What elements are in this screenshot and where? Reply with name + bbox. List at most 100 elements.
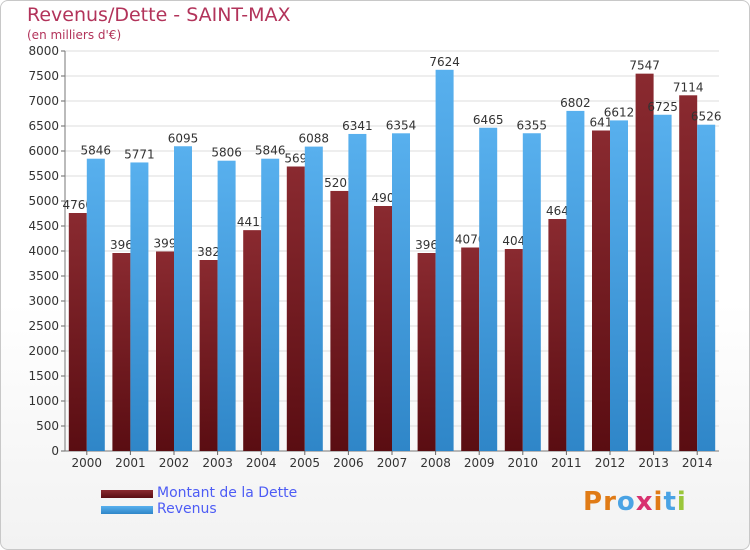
data-label-dette: 396 xyxy=(110,238,133,252)
bar-dette xyxy=(592,130,610,451)
y-tick-label: 6000 xyxy=(28,144,59,158)
bar-dette xyxy=(112,253,131,451)
legend-item-dette: Montant de la Dette xyxy=(101,485,361,501)
logo-letter: t xyxy=(663,487,677,517)
bar-revenus xyxy=(130,162,149,451)
data-label-revenus: 7624 xyxy=(429,55,460,69)
y-tick-label: 2500 xyxy=(28,319,59,333)
x-tick-label: 2010 xyxy=(508,456,539,470)
y-tick-label: 500 xyxy=(36,419,59,433)
data-label-revenus: 6355 xyxy=(517,118,548,132)
bar-revenus xyxy=(86,158,105,451)
bar-revenus xyxy=(304,146,323,451)
legend-swatch-revenus xyxy=(101,506,153,514)
y-tick-label: 4500 xyxy=(28,219,59,233)
data-label-dette: 5201 xyxy=(324,176,355,190)
y-tick-label: 2000 xyxy=(28,344,59,358)
y-tick-label: 1000 xyxy=(28,394,59,408)
y-tick-label: 3000 xyxy=(28,294,59,308)
data-label-dette: 4417 xyxy=(237,215,268,229)
x-tick-label: 2000 xyxy=(72,456,103,470)
bar-revenus xyxy=(174,146,192,451)
logo-letter: o xyxy=(616,487,636,517)
bar-revenus xyxy=(479,127,498,451)
bar-revenus xyxy=(610,120,628,452)
bar-dette xyxy=(330,190,349,451)
data-label-revenus: 5846 xyxy=(81,144,112,158)
data-label-dette: 7114 xyxy=(673,80,704,94)
data-label-revenus: 6802 xyxy=(560,96,591,110)
x-tick-label: 2009 xyxy=(464,456,495,470)
bar-dette xyxy=(243,230,262,451)
x-tick-label: 2011 xyxy=(551,456,582,470)
proxiti-logo: Proxiti xyxy=(583,487,687,517)
bar-revenus xyxy=(261,158,280,451)
bar-dette xyxy=(286,166,305,451)
bar-dette xyxy=(679,95,698,452)
legend-label-revenus: Revenus xyxy=(157,501,217,517)
logo-letter: r xyxy=(603,487,617,517)
data-label-revenus: 6088 xyxy=(299,132,330,146)
y-tick-label: 7000 xyxy=(28,94,59,108)
data-label-revenus: 6341 xyxy=(342,119,373,133)
bar-dette xyxy=(68,213,87,451)
y-tick-label: 0 xyxy=(51,444,59,458)
data-label-revenus: 6612 xyxy=(604,105,635,119)
logo-letter: P xyxy=(583,487,604,517)
bar-dette xyxy=(156,251,174,451)
y-tick-label: 6500 xyxy=(28,119,59,133)
y-tick-label: 4000 xyxy=(28,244,59,258)
data-label-dette: 399 xyxy=(154,237,177,251)
logo-letter: i xyxy=(653,487,664,517)
data-label-revenus: 5771 xyxy=(124,147,155,161)
bar-revenus xyxy=(566,110,585,452)
x-tick-label: 2006 xyxy=(333,456,364,470)
bar-revenus xyxy=(697,124,716,451)
y-tick-label: 7500 xyxy=(28,69,59,83)
x-tick-label: 2001 xyxy=(115,456,146,470)
bar-revenus xyxy=(435,69,454,452)
x-tick-label: 2013 xyxy=(638,456,669,470)
data-label-dette: 7547 xyxy=(629,59,660,73)
bar-dette xyxy=(374,206,392,451)
logo-letter: i xyxy=(676,487,687,517)
data-label-dette: 404 xyxy=(502,234,525,248)
logo-letter: x xyxy=(635,487,654,517)
y-tick-label: 5000 xyxy=(28,194,59,208)
data-label-revenus: 6095 xyxy=(168,131,199,145)
bar-dette xyxy=(199,260,218,451)
x-tick-label: 2014 xyxy=(682,456,713,470)
chart-title: Revenus/Dette - SAINT-MAX xyxy=(27,4,291,26)
x-tick-label: 2003 xyxy=(202,456,233,470)
data-label-dette: 569 xyxy=(284,152,307,166)
data-label-dette: 382 xyxy=(197,245,220,259)
data-label-dette: 641 xyxy=(590,116,613,130)
data-label-revenus: 6354 xyxy=(386,118,417,132)
bar-dette xyxy=(417,253,436,451)
y-tick-label: 8000 xyxy=(28,44,59,58)
bar-dette xyxy=(504,249,523,451)
legend-label-dette: Montant de la Dette xyxy=(157,485,298,501)
bar-dette xyxy=(461,247,480,451)
bar-revenus xyxy=(217,160,236,451)
data-label-revenus: 6526 xyxy=(691,110,722,124)
y-tick-label: 1500 xyxy=(28,369,59,383)
x-tick-label: 2005 xyxy=(290,456,321,470)
y-tick-label: 3500 xyxy=(28,269,59,283)
data-label-revenus: 6725 xyxy=(647,100,678,114)
x-tick-label: 2002 xyxy=(159,456,190,470)
bar-dette xyxy=(548,219,567,451)
data-label-dette: 4070 xyxy=(455,233,486,247)
bar-revenus xyxy=(653,114,672,451)
data-label-revenus: 5846 xyxy=(255,144,286,158)
data-label-dette: 464 xyxy=(546,204,569,218)
x-tick-label: 2007 xyxy=(377,456,408,470)
x-tick-label: 2012 xyxy=(595,456,626,470)
legend-swatch-dette xyxy=(101,490,153,498)
data-label-dette: 490 xyxy=(372,191,395,205)
x-tick-label: 2008 xyxy=(420,456,451,470)
bar-revenus xyxy=(522,133,541,451)
data-label-dette: 396 xyxy=(415,238,438,252)
